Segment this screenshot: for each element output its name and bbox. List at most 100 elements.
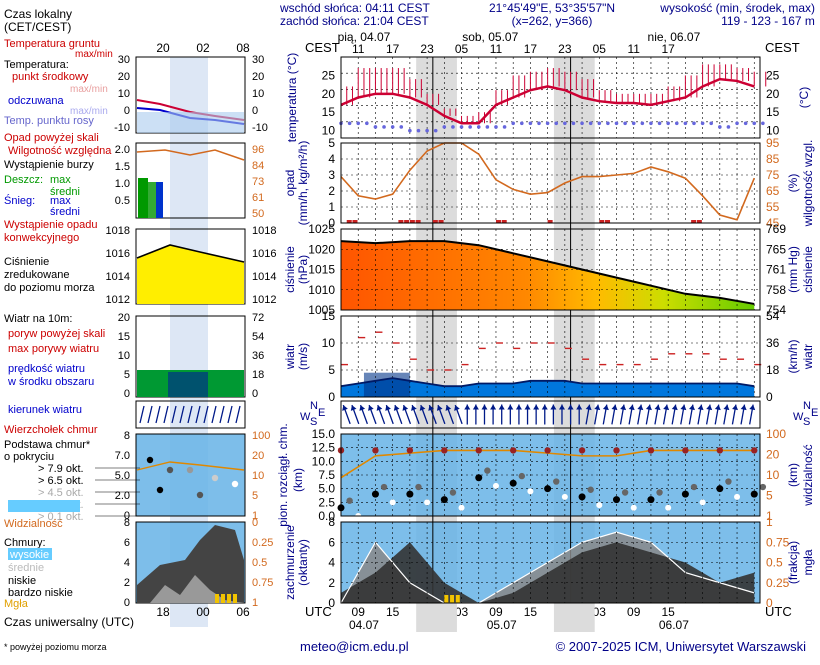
compass-s-right: S (803, 416, 810, 428)
wind-arrow-head (602, 404, 609, 411)
dew-point-dot (649, 121, 653, 126)
dew-point-dot (347, 121, 352, 126)
legend-cloud-dot (156, 486, 164, 494)
legend-precip-over: Opad powyżej skali (4, 132, 99, 144)
legend-hour-bottom: 18 (156, 605, 170, 619)
wind-strong-block (363, 372, 410, 397)
compass-n-right: N (803, 400, 811, 412)
cloud-extent-tick: 10.0 (312, 454, 336, 468)
temp-axis-label-right: (°C) (797, 87, 811, 108)
cloud-base-dot (389, 499, 396, 506)
pressure-mmhg-tick: 769 (766, 222, 786, 236)
legend-soil-temp: Temperatura gruntu (4, 38, 100, 50)
humidity-tick: 75 (766, 168, 780, 182)
wind-arrow-head (507, 404, 514, 410)
dew-point-dot (520, 121, 524, 126)
cloud-axis-label: zachmurzenie (283, 525, 297, 600)
cloud-base-dot (768, 499, 775, 506)
precip-axis-label: opad (283, 170, 297, 197)
wind-tick: 10 (322, 336, 336, 350)
wind-arrow-head (385, 405, 391, 411)
legend-temp-tick-right: 0 (252, 105, 258, 117)
legend-wind-tick: 15 (118, 331, 130, 343)
convective-marker (432, 220, 438, 223)
dew-point-dot (700, 121, 705, 126)
wind-arrow-head (368, 405, 374, 411)
coords-text: 21°45'49"E, 53°35'57"N (489, 1, 615, 15)
utc-hour-label: 09 (627, 605, 641, 619)
dew-point-dot (399, 125, 404, 129)
legend-wind-arrow (203, 405, 209, 424)
legend-wind-arrow (219, 405, 225, 424)
cest-hour-label: 05 (593, 42, 607, 56)
utc-hour-label: 03 (455, 605, 469, 619)
wind-kmh-tick: 0 (766, 390, 773, 404)
cest-hour-label: 17 (661, 42, 675, 56)
legend-pressure-line (136, 244, 245, 263)
utc-hour-label: 03 (593, 605, 607, 619)
dew-point-dot (640, 121, 645, 126)
legend-temp-tick-right: 20 (252, 71, 264, 83)
legend-humidity-tick: 84 (252, 160, 264, 172)
cloud-base-dot (475, 474, 483, 482)
visibility-tick: 10 (766, 468, 780, 482)
wind-unit: (m/s) (296, 343, 310, 370)
panel-frame (340, 400, 761, 429)
wind-arrow-head (654, 404, 661, 411)
legend-humidity-tick: 50 (252, 208, 264, 220)
legend-cloud-dot (166, 466, 174, 474)
dew-point-dot (416, 128, 421, 133)
wind-arrow-head (472, 404, 479, 410)
legend-wind-tick-right: 18 (252, 369, 264, 381)
compass-e-right: E (811, 407, 818, 419)
legend-rain-bar (148, 182, 156, 218)
precip-tick: 0 (328, 216, 335, 230)
legend-fog-tick: 1 (252, 597, 258, 609)
wind-arrow-head (419, 405, 426, 411)
legend-wind-arrow (235, 405, 241, 424)
wind-arrow-head (628, 404, 635, 411)
dew-point-dot (726, 125, 731, 129)
legend-maxmin: max/min (70, 84, 108, 95)
cloud-base-dot (725, 478, 732, 485)
legend-fog-bar (215, 594, 219, 603)
footnote: * powyżej poziomu morza (4, 642, 107, 652)
legend-wind-arrow (187, 405, 193, 424)
legend-cl-mid: średnie (8, 562, 44, 574)
legend-fog: Mgła (4, 598, 29, 610)
legend-pressure-tick: 1018 (106, 225, 130, 237)
wind-tick: 5 (328, 363, 335, 377)
day-label: pią, 04.07 (338, 30, 391, 44)
legend-temp-tick: 30 (118, 54, 130, 66)
cloud-base-dot (544, 485, 552, 493)
wind-arrow-head (436, 405, 443, 411)
dew-point-dot (614, 121, 619, 126)
legend-max-gust: max porywy wiatru (8, 343, 99, 355)
legend-cloud-area (137, 525, 244, 603)
dew-point-dot (674, 121, 679, 126)
dew-point-dot (459, 125, 464, 129)
cloud-base-dot (630, 504, 637, 511)
cloud-extent-tick: 0.0 (318, 509, 335, 523)
dew-point-dot (468, 125, 472, 129)
fog-label: mgła (801, 549, 815, 575)
legend-cl-vlow: bardzo niskie (8, 587, 73, 599)
cloud-base-dot (440, 496, 448, 504)
cloud-top-dot (578, 447, 586, 454)
legend-rain-bar (138, 178, 148, 218)
temp-tick-left: 20 (322, 87, 336, 101)
cloud-base-dot (406, 490, 414, 498)
temp-tick-left: 25 (322, 68, 336, 82)
wind-arrow-head (515, 404, 522, 410)
wind-arrow-head (524, 404, 531, 410)
convective-marker (696, 220, 702, 223)
legend-snow-bar (156, 182, 163, 218)
legend-cloud-top: Wierzchołek chmur (4, 424, 98, 436)
legend-temp-tick: 0 (124, 105, 130, 117)
compass-s: S (310, 416, 317, 428)
legend-cloud-dot (146, 456, 154, 464)
panel-frame (340, 56, 761, 139)
legend-cloud-area-2 (150, 575, 244, 603)
cloud-base-dot (656, 489, 663, 496)
